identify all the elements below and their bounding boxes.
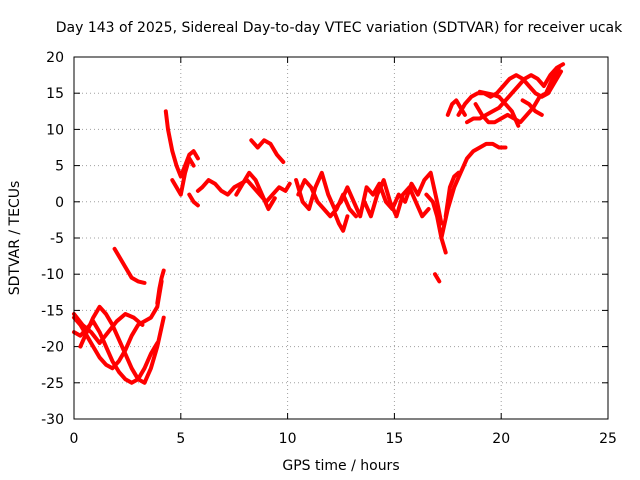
y-tick-label: 15 bbox=[46, 86, 64, 102]
series-arc-12 bbox=[249, 138, 286, 164]
x-tick-label: 20 bbox=[492, 431, 510, 447]
y-tick-label: -25 bbox=[41, 376, 64, 392]
data-series bbox=[72, 62, 566, 385]
series-arc-16 bbox=[362, 178, 431, 219]
series-arc-7 bbox=[163, 109, 200, 179]
series-arc-20 bbox=[443, 170, 461, 219]
series-arc-14 bbox=[296, 178, 358, 219]
series-arc-26 bbox=[520, 98, 544, 117]
x-tick-label: 10 bbox=[279, 431, 297, 447]
series-arc-4 bbox=[72, 312, 145, 345]
axis-ticks: 0 5 10 15 20 25 -30 -25 -20 -15 -10 -5 0 5 10 15 20 bbox=[41, 50, 617, 447]
series-arc-5 bbox=[112, 246, 147, 285]
series-arc-13 bbox=[294, 170, 444, 226]
series-arc-15 bbox=[332, 210, 350, 233]
x-tick-label: 5 bbox=[176, 431, 185, 447]
x-tick-label: 0 bbox=[70, 431, 79, 447]
series-arc-17 bbox=[424, 192, 448, 255]
x-tick-label: 15 bbox=[385, 431, 403, 447]
series-arc-9 bbox=[187, 192, 200, 208]
y-tick-label: 10 bbox=[46, 122, 64, 138]
series-arc-6 bbox=[155, 268, 166, 306]
y-tick-label: -15 bbox=[41, 303, 64, 319]
series-arc-8 bbox=[170, 156, 196, 197]
x-tick-label: 25 bbox=[599, 431, 617, 447]
y-tick-label: 0 bbox=[55, 195, 64, 211]
chart-title: Day 143 of 2025, Sidereal Day-to-day VTE… bbox=[56, 20, 623, 36]
y-tick-label: -30 bbox=[41, 412, 64, 428]
y-tick-label: -5 bbox=[50, 231, 64, 247]
y-tick-label: -20 bbox=[41, 340, 64, 356]
series-arc-19 bbox=[439, 141, 508, 240]
series-arc-1 bbox=[72, 279, 164, 371]
series-arc-3 bbox=[78, 304, 166, 385]
y-tick-label: 20 bbox=[46, 50, 64, 66]
series-arc-25 bbox=[477, 89, 521, 128]
y-tick-label: 5 bbox=[55, 159, 64, 175]
x-axis-label: GPS time / hours bbox=[282, 458, 399, 474]
y-axis-label: SDTVAR / TECUs bbox=[7, 181, 23, 296]
series-arc-11 bbox=[234, 170, 277, 211]
y-tick-label: -10 bbox=[41, 267, 64, 283]
series-arc-18 bbox=[433, 272, 442, 284]
plot-frame bbox=[73, 56, 609, 420]
